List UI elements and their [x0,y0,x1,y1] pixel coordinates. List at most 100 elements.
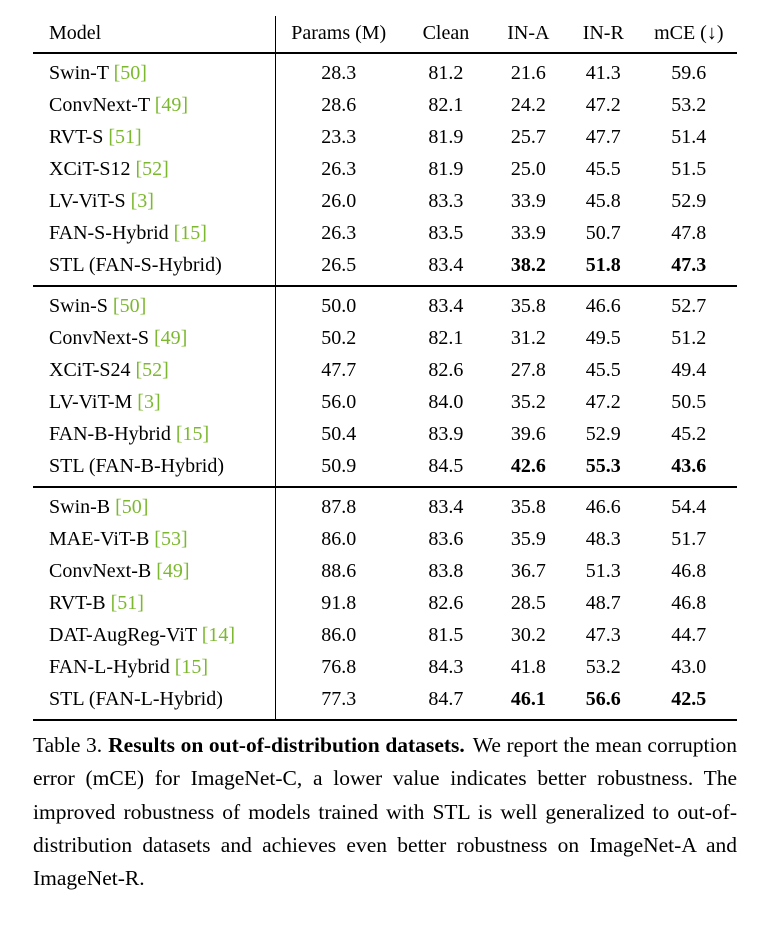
value-cell: 55.3 [585,455,621,477]
value-cell: 52.9 [585,423,621,445]
model-name: DAT-AugReg-ViT [49,624,197,646]
citation-link[interactable]: [51] [108,126,142,148]
value-cell: 45.5 [585,158,621,180]
citation-link[interactable]: [52] [135,158,169,180]
results-table: Model Params (M) Clean IN-A IN-R mCE (↓) Swin… [33,16,737,721]
value-cell: 82.6 [428,359,464,381]
value-cell: 52.9 [671,190,707,212]
value-cell: 35.2 [510,391,546,413]
value-cell: 27.8 [510,359,546,381]
model-name-cell: FAN-L-Hybrid [15] [33,652,276,684]
model-name-cell: ConvNext-T [49] [33,90,276,122]
citation-link[interactable]: [3] [137,391,161,413]
citation-link[interactable]: [3] [130,190,154,212]
value-cell: 82.1 [428,327,464,349]
value-cell: 46.6 [585,496,621,518]
citation-link[interactable]: [49] [156,560,190,582]
value-cell: 44.7 [671,624,707,646]
citation-link[interactable]: [15] [174,656,209,678]
table-caption: Table 3. Results on out-of-distribution d… [33,729,737,896]
value-cell: 42.5 [671,688,707,710]
value-cell: 84.0 [428,391,464,413]
value-cell: 36.7 [510,560,546,582]
value-cell: 83.3 [428,190,464,212]
model-name-cell: STL (FAN-B-Hybrid) [33,451,276,487]
value-cell: 83.4 [428,295,464,317]
value-cell: 47.2 [585,94,621,116]
value-cell: 26.5 [275,250,401,286]
value-cell: 33.9 [510,190,546,212]
citation-link[interactable]: [51] [110,592,144,614]
citation-link[interactable]: [50] [115,496,149,518]
value-cell: 47.3 [671,254,707,276]
value-cell: 25.7 [510,126,546,148]
value-cell: 86.0 [275,524,401,556]
table-row: XCiT-S12 [52] 26.3 81.9 25.0 45.5 51.5 [33,154,737,186]
value-cell: 56.0 [275,387,401,419]
table-row: RVT-B [51] 91.8 82.6 28.5 48.7 46.8 [33,588,737,620]
citation-link[interactable]: [15] [173,222,207,244]
table-row: STL (FAN-L-Hybrid) 77.3 84.7 46.1 56.6 42.5 [33,684,737,720]
citation-link[interactable]: [50] [113,62,147,84]
value-cell: 84.7 [428,688,464,710]
table-group-2: Swin-S [50] 50.0 83.4 35.8 46.6 52.7 ConvNext-… [33,286,737,487]
model-name: STL (FAN-L-Hybrid) [49,688,223,710]
model-name: Swin-T [49,62,109,84]
model-name-cell: Swin-S [50] [33,286,276,323]
table-row: STL (FAN-S-Hybrid) 26.5 83.4 38.2 51.8 47.3 [33,250,737,286]
value-cell: 83.9 [428,423,464,445]
caption-text: We report the mean corruption error (mCE… [33,733,737,891]
value-cell: 48.7 [585,592,621,614]
value-cell: 39.6 [510,423,546,445]
value-cell: 83.5 [428,222,464,244]
citation-link[interactable]: [50] [112,295,147,317]
value-cell: 81.9 [428,158,464,180]
value-cell: 53.2 [671,94,707,116]
citation-link[interactable]: [49] [154,94,189,116]
table-row: STL (FAN-B-Hybrid) 50.9 84.5 42.6 55.3 43.6 [33,451,737,487]
value-cell: 47.7 [275,355,401,387]
citation-link[interactable]: [14] [201,624,236,646]
value-cell: 51.7 [671,528,707,550]
table-header: Model Params (M) Clean IN-A IN-R mCE (↓) [33,16,737,53]
model-name-cell: XCiT-S12 [52] [33,154,276,186]
value-cell: 26.3 [275,218,401,250]
value-cell: 45.8 [585,190,621,212]
value-cell: 46.8 [671,560,707,582]
citation-link[interactable]: [49] [154,327,188,349]
model-name-cell: XCiT-S24 [52] [33,355,276,387]
model-name: ConvNext-T [49,94,150,116]
value-cell: 81.5 [428,624,464,646]
citation-link[interactable]: [52] [135,359,169,381]
header-row: Model Params (M) Clean IN-A IN-R mCE (↓) [33,16,737,53]
value-cell: 24.2 [510,94,546,116]
value-cell: 52.7 [671,295,707,317]
model-name: ConvNext-S [49,327,149,349]
model-name: RVT-B [49,592,106,614]
value-cell: 82.6 [428,592,464,614]
caption-title: Results on out-of-distribution datasets. [108,733,465,757]
model-name: LV-ViT-M [49,391,133,413]
model-name-cell: ConvNext-S [49] [33,323,276,355]
column-header-clean: Clean [422,22,470,44]
table-row: ConvNext-B [49] 88.6 83.8 36.7 51.3 46.8 [33,556,737,588]
model-name-cell: DAT-AugReg-ViT [14] [33,620,276,652]
value-cell: 53.2 [585,656,621,678]
model-name-cell: FAN-B-Hybrid [15] [33,419,276,451]
citation-link[interactable]: [15] [175,423,210,445]
table-row: Swin-B [50] 87.8 83.4 35.8 46.6 54.4 [33,487,737,524]
table-row: LV-ViT-M [3] 56.0 84.0 35.2 47.2 50.5 [33,387,737,419]
caption-label: Table 3. [33,733,103,757]
value-cell: 50.0 [275,286,401,323]
value-cell: 84.5 [428,455,464,477]
value-cell: 49.5 [585,327,621,349]
table-row: Swin-S [50] 50.0 83.4 35.8 46.6 52.7 [33,286,737,323]
model-name: XCiT-S12 [49,158,131,180]
value-cell: 86.0 [275,620,401,652]
model-name-cell: FAN-S-Hybrid [15] [33,218,276,250]
value-cell: 38.2 [510,254,546,276]
citation-link[interactable]: [53] [154,528,188,550]
model-name-cell: STL (FAN-L-Hybrid) [33,684,276,720]
value-cell: 35.8 [510,496,546,518]
